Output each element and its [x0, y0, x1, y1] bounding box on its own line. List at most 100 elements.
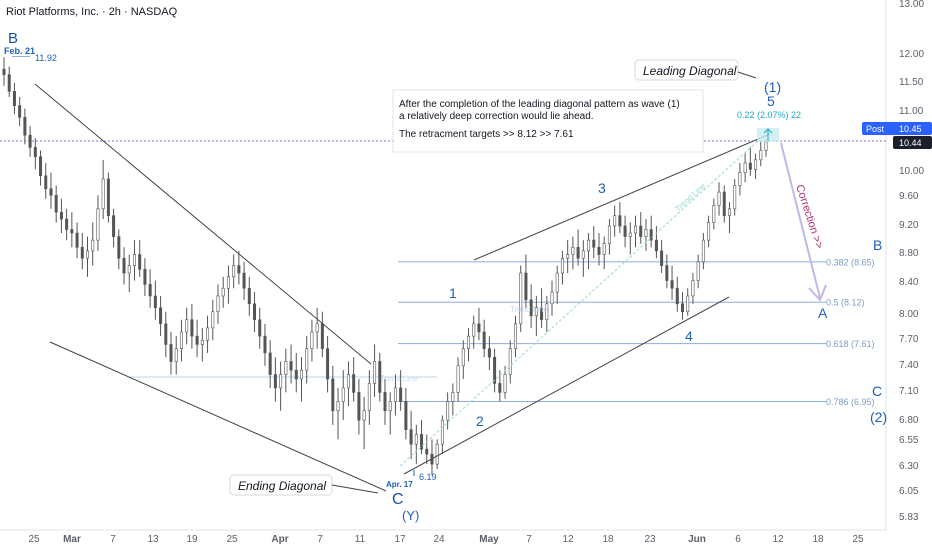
- candle: [440, 415, 444, 455]
- candle: [86, 236, 90, 277]
- ending-diagonal-label: Ending Diagonal: [238, 479, 326, 493]
- candle: [28, 126, 32, 157]
- candle: [759, 141, 763, 167]
- candle: [764, 139, 768, 157]
- candle: [717, 182, 721, 216]
- y-tick-label: 11.00: [899, 106, 924, 117]
- candle: [628, 222, 632, 255]
- candle: [733, 178, 737, 216]
- y-tick-label: 5.83: [899, 512, 919, 523]
- candle: [493, 348, 497, 393]
- candle: [247, 276, 251, 316]
- candle: [420, 420, 424, 455]
- post-price: 10.45: [899, 124, 922, 134]
- correction-label: Correction >>: [793, 183, 825, 250]
- candle: [138, 240, 142, 277]
- candle: [660, 240, 664, 274]
- candle: [607, 219, 611, 255]
- candle: [200, 327, 204, 362]
- candle: [472, 315, 476, 349]
- candle: [430, 439, 434, 476]
- chart-title: Riot Platforms, Inc. · 2h · NASDAQ: [6, 6, 178, 18]
- x-tick-label: 7: [110, 534, 116, 545]
- candle: [112, 208, 116, 248]
- candle: [352, 357, 356, 402]
- candle: [623, 215, 627, 248]
- candle: [738, 162, 742, 196]
- candle: [649, 215, 653, 248]
- candle: [174, 336, 178, 375]
- ending-diagonal-lower-line: [49, 341, 387, 492]
- candle: [289, 344, 293, 384]
- candle: [707, 215, 711, 248]
- y-tick-label: 8.00: [899, 309, 919, 320]
- x-axis: 25 Mar 7 13 19 25 Apr 7 11 17 24 May 7 1…: [0, 529, 886, 545]
- note-line-3: The retracment targets >> 8.12 >> 7.61: [399, 129, 574, 140]
- candle: [477, 307, 481, 341]
- candle: [143, 258, 147, 296]
- y-tick-label: 11.50: [899, 77, 924, 88]
- candle: [367, 370, 371, 425]
- candle: [268, 340, 272, 388]
- candle: [117, 229, 121, 270]
- x-tick-label: 25: [852, 534, 864, 545]
- candle: [179, 319, 183, 362]
- candle: [435, 439, 439, 470]
- candle: [560, 250, 564, 285]
- candle: [378, 352, 382, 402]
- fib-mid-trend-label: Trend Line: [510, 305, 549, 314]
- candle: [80, 233, 84, 270]
- fib-level-label: 0.382 (8.65): [826, 257, 875, 267]
- x-tick-label: 12: [562, 534, 574, 545]
- candle: [467, 327, 471, 362]
- x-tick-label: 11: [355, 534, 366, 545]
- candle: [701, 233, 705, 270]
- candle: [373, 344, 377, 397]
- wave-label-5: 5: [767, 93, 775, 109]
- candle: [654, 226, 658, 259]
- y-tick-label: 6.05: [899, 486, 919, 497]
- x-tick-label: Mar: [63, 534, 81, 545]
- candle: [446, 392, 450, 430]
- wave-label-1-paren: (1): [764, 79, 781, 95]
- candle: [618, 202, 622, 234]
- wave-label-c-right: C: [872, 383, 882, 399]
- candle: [404, 387, 408, 440]
- candle: [566, 240, 570, 274]
- candle: [341, 370, 345, 421]
- y-tick-label: 6.55: [899, 435, 919, 446]
- candle: [425, 434, 429, 465]
- candle: [7, 66, 11, 98]
- y-tick-label: 12.00: [899, 49, 924, 60]
- candle: [388, 392, 392, 435]
- candle: [665, 254, 669, 289]
- candle: [597, 233, 601, 266]
- candle: [237, 250, 241, 285]
- candle: [65, 208, 69, 241]
- candle: [33, 138, 37, 170]
- candle: [294, 352, 298, 393]
- ending-diagonal-pointer: [331, 484, 379, 494]
- y-tick-label: 13.00: [899, 0, 924, 10]
- fib-level-label: 0.618 (7.61): [826, 339, 875, 349]
- candle: [383, 378, 387, 425]
- y-tick-label: 7.40: [899, 360, 919, 371]
- correction-arrow: [780, 142, 821, 299]
- candle: [299, 357, 303, 402]
- candle: [634, 215, 638, 248]
- candle: [96, 195, 100, 251]
- candle: [190, 303, 194, 349]
- wave-label-1: 1: [449, 285, 457, 301]
- wave-label-b-right: B: [873, 237, 882, 253]
- candle: [148, 269, 152, 308]
- last-price-badge: [893, 136, 932, 149]
- candle: [59, 198, 63, 234]
- candle: [153, 280, 157, 320]
- y-tick-label: 10.00: [899, 166, 924, 177]
- candle: [127, 254, 131, 293]
- candle: [680, 292, 684, 320]
- y-tick-label: 8.40: [899, 277, 919, 288]
- x-tick-label: Jun: [688, 534, 706, 545]
- candle: [132, 240, 136, 281]
